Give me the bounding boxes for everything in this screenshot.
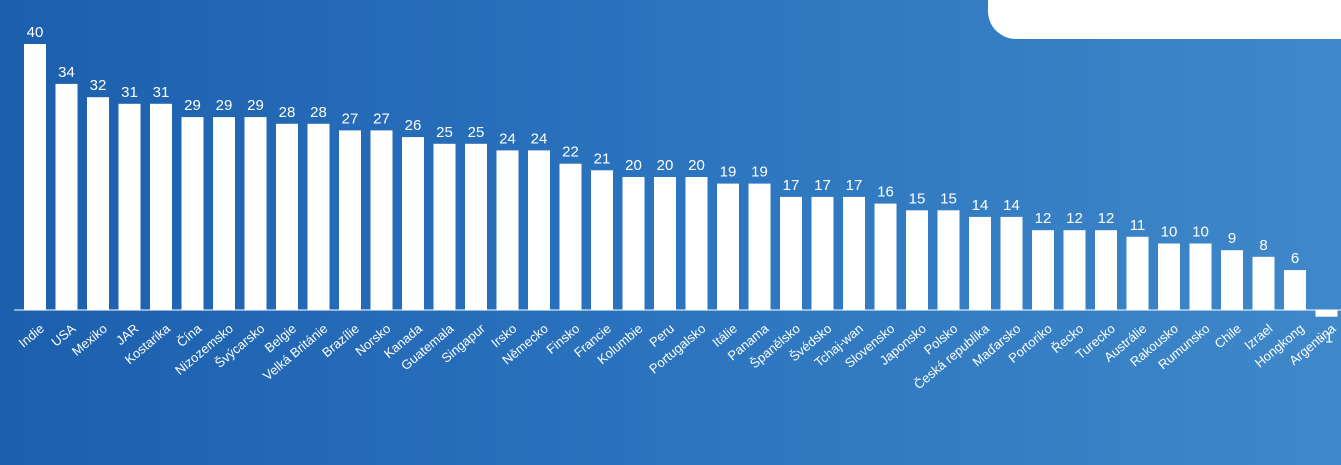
- value-label-kanada: 26: [405, 117, 422, 134]
- bar-italie: [717, 183, 739, 310]
- category-label-mexiko: Mexiko: [69, 321, 110, 359]
- value-label-indie: 40: [27, 24, 44, 41]
- bar-madarsko: [1000, 216, 1023, 310]
- value-label-cina: 29: [184, 97, 201, 114]
- value-label-singapur: 25: [468, 124, 485, 141]
- value-label-tchaj-wan: 17: [846, 177, 863, 194]
- bar-indie: [24, 44, 46, 310]
- value-label-slovensko: 16: [877, 184, 894, 201]
- bar-singapur: [465, 143, 487, 311]
- value-label-japonsko: 15: [909, 190, 926, 207]
- bar-svedsko: [811, 196, 834, 310]
- value-label-jar: 31: [121, 84, 138, 101]
- value-label-polsko: 15: [940, 190, 957, 207]
- bar-belgie: [276, 123, 298, 310]
- value-label-norsko: 27: [373, 110, 390, 127]
- value-label-guatemala: 25: [436, 124, 453, 141]
- bar-kolumbie: [622, 177, 645, 310]
- value-label-madarsko: 14: [1003, 197, 1020, 214]
- value-label-belgie: 28: [279, 104, 296, 121]
- bar-francie: [591, 170, 613, 310]
- bar-cina: [181, 117, 204, 310]
- bar-mexiko: [87, 97, 109, 310]
- value-label-argentina: -1: [1320, 330, 1333, 347]
- value-label-chile: 9: [1228, 230, 1236, 247]
- value-label-brazilie: 27: [342, 110, 359, 127]
- value-label-svedsko: 17: [814, 177, 831, 194]
- bar-slovensko: [874, 203, 897, 310]
- bar-argentina: [1315, 310, 1338, 317]
- bar-panama: [748, 183, 771, 310]
- top-right-white-panel: [988, 0, 1341, 39]
- bar-tchaj-wan: [843, 196, 865, 310]
- bar-finsko: [559, 163, 582, 310]
- bar-portugalsko: [685, 177, 708, 310]
- bar-norsko: [370, 130, 393, 310]
- value-label-rakousko: 10: [1161, 224, 1178, 241]
- bar-rumunsko: [1189, 243, 1212, 310]
- bar-brazilie: [339, 130, 361, 310]
- value-label-mexiko: 32: [90, 77, 107, 94]
- bar-nemecko: [528, 150, 550, 310]
- value-label-australie: 11: [1130, 217, 1146, 234]
- bar-peru: [654, 177, 676, 310]
- bar-kanada: [402, 137, 424, 310]
- value-label-usa: 34: [58, 64, 75, 81]
- category-label-indie: Indie: [16, 321, 47, 351]
- bar-australie: [1126, 236, 1149, 310]
- value-label-panama: 19: [751, 164, 768, 181]
- value-label-italie: 19: [720, 164, 737, 181]
- value-label-kolumbie: 20: [625, 157, 642, 174]
- bar-japonsko: [906, 210, 928, 311]
- value-label-recko: 12: [1066, 210, 1083, 227]
- bar-rakousko: [1158, 243, 1180, 310]
- value-label-ceska-republika: 14: [972, 197, 989, 214]
- bar-usa: [55, 83, 78, 311]
- value-label-nemecko: 24: [531, 130, 548, 147]
- value-label-hongkong: 6: [1291, 250, 1299, 267]
- bar-polsko: [937, 210, 960, 311]
- value-label-francie: 21: [594, 150, 611, 167]
- value-label-peru: 20: [657, 157, 674, 174]
- bar-nizozemsko: [213, 117, 235, 310]
- value-label-finsko: 22: [562, 144, 579, 161]
- value-label-turecko: 12: [1098, 210, 1115, 227]
- value-label-rumunsko: 10: [1192, 224, 1209, 241]
- bar-turecko: [1095, 230, 1117, 310]
- bar-jar: [118, 103, 141, 310]
- bar-hongkong: [1284, 270, 1306, 310]
- bar-recko: [1063, 230, 1086, 310]
- bar-chile: [1221, 250, 1243, 311]
- bar-guatemala: [433, 143, 456, 311]
- bar-irsko: [496, 150, 519, 310]
- value-label-izrael: 8: [1259, 237, 1267, 254]
- value-label-portugalsko: 20: [688, 157, 705, 174]
- bar-velka-britanie: [307, 123, 330, 310]
- bar-svycarsko: [244, 117, 267, 310]
- value-label-kostarika: 31: [153, 84, 170, 101]
- value-label-svycarsko: 29: [247, 97, 264, 114]
- bar-kostarika: [150, 103, 172, 310]
- bar-spanelsko: [780, 196, 802, 310]
- category-label-chile: Chile: [1212, 321, 1244, 352]
- bar-ceska-republika: [969, 216, 991, 310]
- value-label-portoriko: 12: [1035, 210, 1052, 227]
- value-label-velka-britanie: 28: [310, 104, 327, 121]
- value-label-spanelsko: 17: [783, 177, 800, 194]
- bar-izrael: [1252, 256, 1275, 310]
- value-label-irsko: 24: [499, 130, 516, 147]
- value-label-nizozemsko: 29: [216, 97, 233, 114]
- bar-portoriko: [1032, 230, 1054, 310]
